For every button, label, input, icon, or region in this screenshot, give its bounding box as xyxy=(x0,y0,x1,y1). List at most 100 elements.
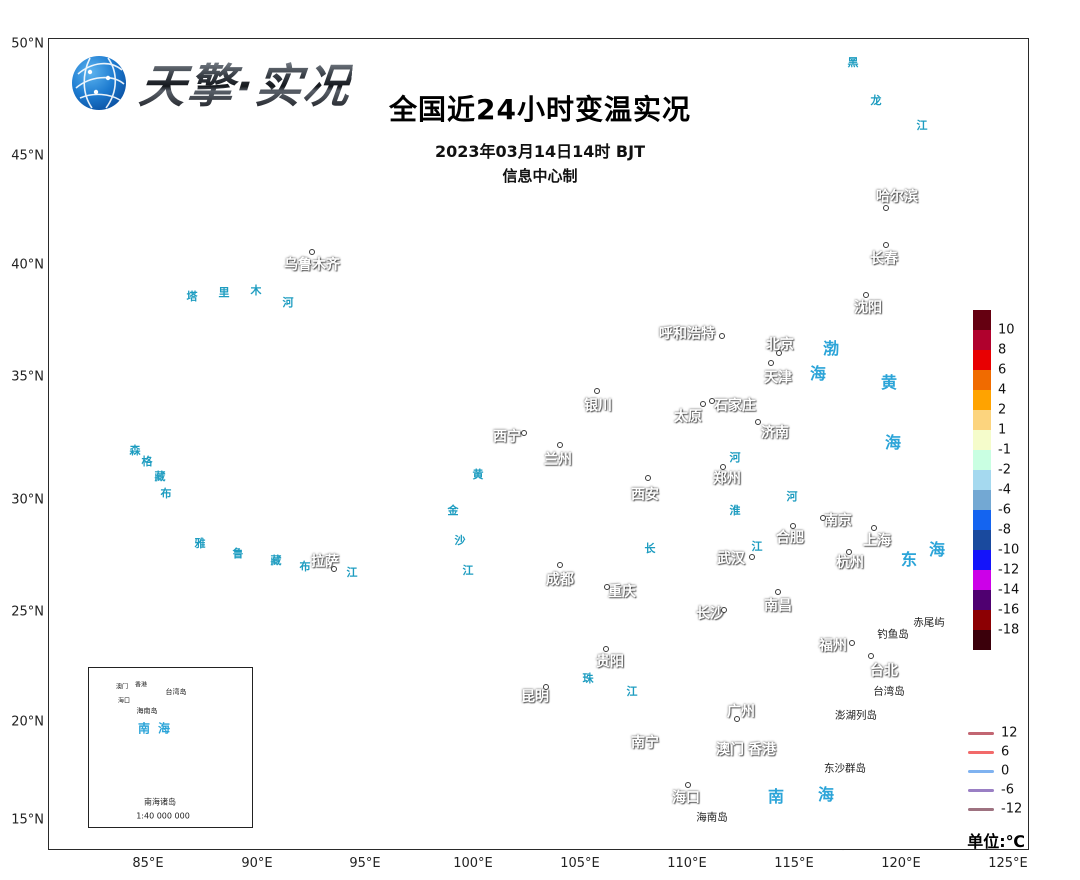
colorbar-value: -8 xyxy=(998,522,1011,538)
line-legend-swatch xyxy=(968,769,994,773)
lat-tick-label: 15°N xyxy=(11,812,44,828)
city-marker xyxy=(820,515,826,521)
colorbar-value: 6 xyxy=(998,362,1007,378)
lat-tick-label: 50°N xyxy=(11,36,44,52)
lon-tick-label: 115°E xyxy=(774,856,814,871)
lat-tick-label: 20°N xyxy=(11,714,44,730)
line-legend-swatch xyxy=(968,750,994,754)
colorbar-value: 2 xyxy=(998,402,1007,418)
line-legend-value: -12 xyxy=(1001,801,1023,817)
city-marker xyxy=(868,653,874,659)
city-marker xyxy=(603,646,609,652)
colorbar-swatch xyxy=(973,630,991,650)
lon-tick-label: 105°E xyxy=(560,856,600,871)
line-legend-value: 0 xyxy=(1001,763,1010,779)
lat-tick-label: 40°N xyxy=(11,257,44,273)
city-marker xyxy=(309,249,315,255)
colorbar-value: -2 xyxy=(998,462,1011,478)
line-legend-swatch xyxy=(968,807,994,811)
city-marker xyxy=(709,398,715,404)
city-marker xyxy=(768,360,774,366)
city-marker xyxy=(775,589,781,595)
page-title: 全国近24小时变温实况 xyxy=(389,93,691,126)
colorbar-value: -10 xyxy=(998,542,1020,558)
city-marker xyxy=(685,782,691,788)
city-marker xyxy=(883,242,889,248)
city-marker xyxy=(700,401,706,407)
colorbar-swatch xyxy=(973,470,991,490)
city-marker xyxy=(604,584,610,590)
colorbar-value: -4 xyxy=(998,482,1011,498)
city-marker xyxy=(521,430,527,436)
logo: 天擎·实况 xyxy=(68,50,354,116)
colorbar-swatch xyxy=(973,330,991,350)
city-marker xyxy=(594,388,600,394)
colorbar-swatch xyxy=(973,530,991,550)
colorbar-swatch xyxy=(973,610,991,630)
city-marker xyxy=(849,640,855,646)
city-marker xyxy=(734,716,740,722)
line-legend-value: 12 xyxy=(1001,725,1018,741)
lon-tick-label: 125°E xyxy=(988,856,1028,871)
lon-tick-label: 100°E xyxy=(453,856,493,871)
colorbar-value: 4 xyxy=(998,382,1007,398)
city-marker xyxy=(883,205,889,211)
colorbar-swatch xyxy=(973,550,991,570)
line-legend-swatch xyxy=(968,731,994,735)
city-marker xyxy=(776,350,782,356)
lon-tick-label: 95°E xyxy=(349,856,381,871)
lat-tick-label: 45°N xyxy=(11,148,44,164)
lon-tick-label: 120°E xyxy=(881,856,921,871)
colorbar-swatch xyxy=(973,510,991,530)
lat-tick-label: 30°N xyxy=(11,492,44,508)
line-legend-value: 6 xyxy=(1001,744,1010,760)
colorbar-swatch xyxy=(973,450,991,470)
city-marker xyxy=(719,333,725,339)
unit-label: 单位:℃ xyxy=(967,832,1025,851)
colorbar-value: -16 xyxy=(998,602,1020,618)
city-marker xyxy=(790,523,796,529)
city-marker xyxy=(871,525,877,531)
lon-tick-label: 85°E xyxy=(132,856,164,871)
city-marker xyxy=(721,607,727,613)
city-marker xyxy=(557,442,563,448)
colorbar-swatch xyxy=(973,410,991,430)
colorbar-value: -12 xyxy=(998,562,1020,578)
colorbar-swatch xyxy=(973,570,991,590)
lon-tick-label: 110°E xyxy=(667,856,707,871)
colorbar-swatch xyxy=(973,310,991,330)
colorbar-swatch xyxy=(973,390,991,410)
colorbar-value: -18 xyxy=(998,622,1020,638)
colorbar-value: 10 xyxy=(998,322,1015,338)
city-marker xyxy=(749,554,755,560)
city-marker xyxy=(331,566,337,572)
globe-logo-icon xyxy=(72,56,126,110)
lat-tick-label: 35°N xyxy=(11,369,44,385)
colorbar-value: -1 xyxy=(998,442,1011,458)
south-china-sea-inset xyxy=(88,667,253,828)
city-marker xyxy=(557,562,563,568)
credit-line: 信息中心制 xyxy=(502,167,578,185)
lon-tick-label: 90°E xyxy=(241,856,273,871)
city-marker xyxy=(645,475,651,481)
colorbar-swatch xyxy=(973,590,991,610)
colorbar-swatch xyxy=(973,430,991,450)
city-marker xyxy=(543,684,549,690)
colorbar-value: -6 xyxy=(998,502,1011,518)
lat-tick-label: 25°N xyxy=(11,604,44,620)
colorbar-swatch xyxy=(973,350,991,370)
line-legend-swatch xyxy=(968,788,994,792)
city-marker xyxy=(720,464,726,470)
colorbar-value: -14 xyxy=(998,582,1020,598)
colorbar-legend: 10 8 6 4 2 1 -1 -2 -4 -6 -8 -10 -12 -14 -16 -18 xyxy=(973,310,1019,650)
colorbar-value: 8 xyxy=(998,342,1007,358)
city-marker xyxy=(755,419,761,425)
colorbar-value: 1 xyxy=(998,422,1007,438)
line-legend-value: -6 xyxy=(1001,782,1014,798)
colorbar-swatch xyxy=(973,370,991,390)
city-marker xyxy=(863,292,869,298)
city-marker xyxy=(846,549,852,555)
colorbar-swatch xyxy=(973,490,991,510)
timestamp: 2023年03月14日14时 BJT xyxy=(435,142,645,161)
